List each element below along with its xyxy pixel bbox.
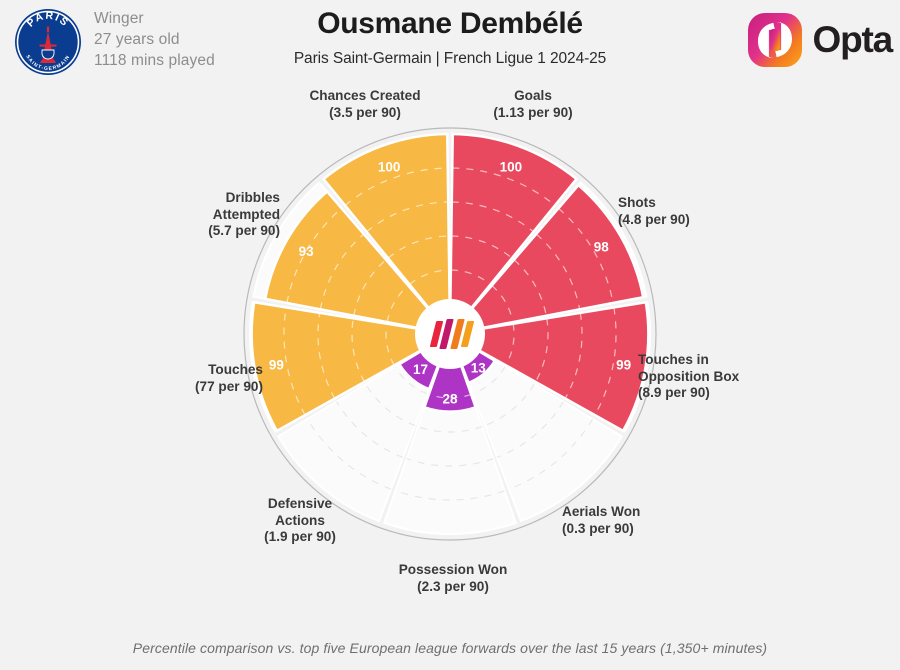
grid-arc (319, 233, 365, 310)
pizza-chart: 100 98 99 13 28 17 99 93 100 Chances Created (3.… (0, 84, 900, 624)
grid-arc (365, 383, 416, 427)
slice-value-dribbles-attempted: 93 (299, 244, 315, 259)
pizza-chart-svg: 100 98 99 13 28 17 99 93 100 (243, 127, 657, 541)
grid-arc (306, 418, 392, 490)
grid-arc (366, 201, 449, 233)
slice-label-touches-opposition-box: Touches in Opposition Box (8.9 per 90) (638, 352, 740, 400)
player-position: Winger (94, 10, 144, 27)
slice-value-chances-created: 100 (378, 160, 401, 175)
grid-arc (385, 323, 395, 366)
player-meta: Winger 27 years old 1118 mins played (94, 8, 215, 71)
opta-mark-icon (747, 13, 802, 67)
grid-arc (344, 167, 448, 206)
grid-arc (594, 307, 617, 416)
player-minutes: 1118 mins played (94, 52, 215, 69)
slice-label-shots: Shots (4.8 per 90) (618, 195, 690, 227)
grid-arc (472, 366, 506, 395)
grid-arc (406, 458, 494, 467)
slice-value-aerials-won: 13 (471, 361, 487, 376)
player-age: 27 years old (94, 31, 180, 48)
slice-value-touches: 99 (269, 358, 284, 373)
slice-label-goals: Goals (1.13 per 90) (493, 88, 573, 120)
grid-arc (417, 425, 483, 433)
grid-arc (353, 259, 387, 316)
team-competition-subtitle: Paris Saint-Germain | French Ligue 1 202… (293, 50, 607, 67)
grid-arc (336, 401, 404, 458)
opta-wordmark: Opta (812, 19, 894, 60)
slice-label-chances-created: Chances Created (3.5 per 90) (309, 88, 421, 120)
opta-logo: Opta (747, 8, 894, 72)
footer-note: Percentile comparison vs. top five Europ… (132, 640, 768, 656)
center-opta-monogram (429, 319, 475, 349)
grid-arc (564, 312, 583, 399)
grid-arc (451, 235, 513, 259)
slice-label-dribbles-attempted: Dribbles Attempted (5.7 per 90) (208, 190, 280, 238)
slice-value-shots: 98 (594, 240, 610, 255)
grid-arc (428, 393, 472, 399)
grid-arc (386, 285, 409, 323)
grid-arc (394, 366, 428, 395)
title-block: Ousmane Dembélé Paris Saint-Germain | Fr… (250, 4, 650, 70)
grid-arc (558, 207, 614, 304)
slice-value-defensive-actions: 17 (413, 362, 428, 377)
grid-arc (451, 201, 534, 233)
header: PARIS SAINT-GERMAIN Winger 27 years old … (0, 0, 900, 88)
grid-arc (283, 307, 306, 416)
grid-arc (351, 318, 365, 383)
grid-arc (286, 207, 342, 304)
grid-arc (505, 323, 515, 366)
slice-label-possession-won: Possession Won (2.3 per 90) (398, 562, 508, 594)
slice-value-touches-in-opposition-box: 99 (616, 358, 631, 373)
grid-arc (491, 285, 514, 323)
grid-arc (496, 401, 564, 458)
psg-crest-icon: PARIS SAINT-GERMAIN (14, 8, 82, 76)
grid-arc (387, 235, 449, 259)
slice-value-possession-won: 28 (442, 392, 458, 407)
slice-label-aerials-won: Aerials Won (0.3 per 90) (562, 504, 641, 536)
grid-arc (535, 233, 581, 310)
slice-label-defensive-actions: Defensive Actions (1.9 per 90) (264, 496, 336, 544)
page-title: Ousmane Dembélé (317, 7, 583, 40)
grid-arc (450, 269, 491, 285)
grid-arc (535, 318, 549, 383)
grid-arc (484, 383, 535, 427)
svg-text:PARIS: PARIS (25, 10, 72, 30)
slice-label-touches: Touches (77 per 90) (194, 362, 263, 394)
grid-arc (395, 490, 505, 501)
grid-arc (513, 259, 547, 316)
grid-arc (508, 418, 594, 490)
grid-arc (409, 269, 450, 285)
slice-value-goals: 100 (500, 160, 523, 175)
grid-arc (452, 167, 556, 206)
grid-arc (317, 312, 336, 399)
